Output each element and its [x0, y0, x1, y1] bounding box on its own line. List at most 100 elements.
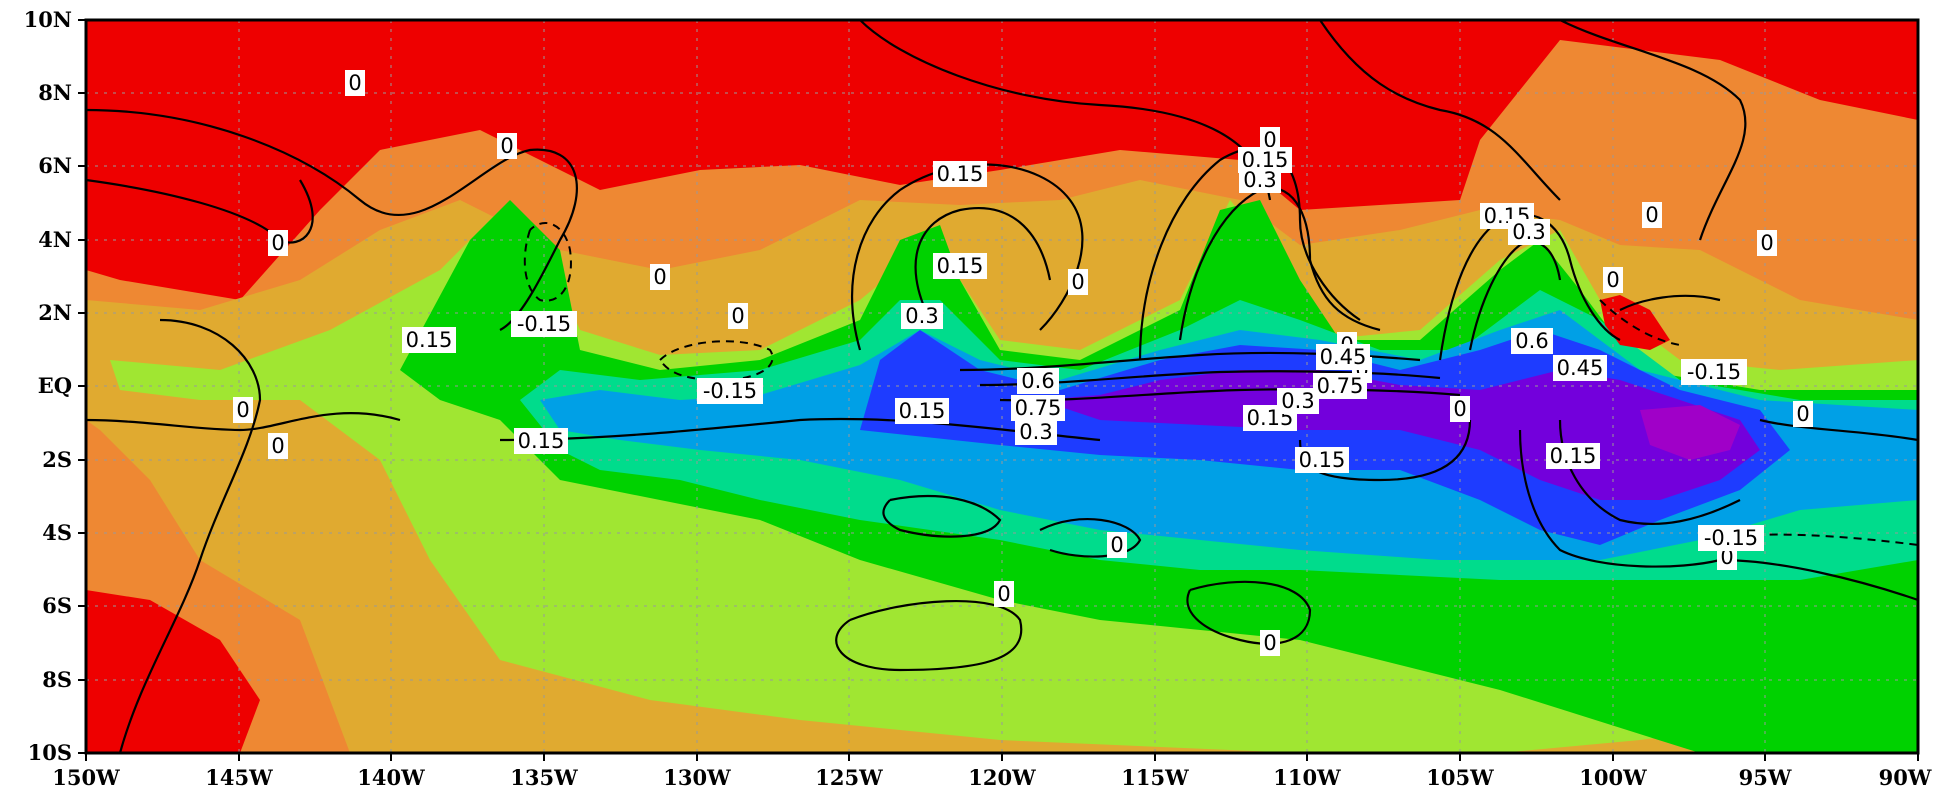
contour-zero-northeast: [1559, 20, 1747, 241]
y-tick-label: 6S: [42, 593, 72, 618]
contour-label-value: 0.3: [1243, 168, 1276, 192]
contour-label-box: [514, 428, 568, 454]
contour-label-box: [1698, 525, 1764, 551]
contour-label-value: 0: [1453, 397, 1466, 421]
contour-label: 0.45: [1316, 344, 1370, 370]
contour-label: 0.3: [1277, 388, 1319, 414]
contour-neg015-east: [1599, 299, 1681, 346]
contour-03-arch-3: [1468, 240, 1562, 351]
contour-label-value: 0: [1796, 402, 1809, 426]
contour-label-value: 0: [1071, 270, 1084, 294]
contour-label-box: [933, 161, 987, 187]
fill-red-patch-east: [1600, 295, 1670, 350]
contour-label-value: 0.45: [1557, 356, 1604, 380]
contour-03-arch-2: [1178, 187, 1381, 341]
contour-label: 0.15: [1546, 443, 1600, 469]
contour-label-box: [1508, 219, 1550, 245]
contour-label: 0: [1068, 269, 1088, 295]
contour-label-value: 0: [997, 582, 1010, 606]
contour-label-box: [994, 581, 1014, 607]
contour-label: 0: [1260, 630, 1280, 656]
contour-label-value: 0.75: [1015, 396, 1062, 420]
contour-neg015-south-east: [1699, 533, 1918, 546]
contour-label-value: -0.15: [1687, 360, 1741, 384]
contour-label-box: [933, 253, 987, 279]
contour-label-value: 0.3: [1281, 389, 1314, 413]
contour-label-value: 0: [1645, 203, 1658, 227]
contour-label-value: 0: [731, 304, 744, 328]
contour-label-box: [697, 378, 763, 404]
contour-zero-east-lower: [1518, 429, 1918, 602]
contour-label-value: 0: [653, 265, 666, 289]
y-tick-label: 10S: [28, 740, 72, 765]
y-tick-label: 2N: [38, 300, 72, 325]
contour-label-box: [1603, 267, 1623, 293]
contour-label-value: 0.45: [1320, 345, 1367, 369]
contour-label: 0: [1757, 230, 1777, 256]
y-tick-label: 8N: [38, 80, 72, 105]
contour-label: -0.15: [511, 311, 577, 337]
contour-label: 0.15: [402, 327, 456, 353]
contour-label: 0.45: [1553, 355, 1607, 381]
contour-label: 0.3: [901, 303, 943, 329]
contour-label: 0: [728, 303, 748, 329]
contour-label: 0.15: [933, 161, 987, 187]
contour-label-box: [1511, 328, 1553, 354]
contour-label-box: [268, 433, 288, 459]
contour-zero-north-1: [86, 108, 578, 331]
contour-label: -0.15: [1681, 359, 1747, 385]
contour-label-box: [268, 230, 288, 256]
contour-label-value: 0.75: [1317, 374, 1364, 398]
x-axis: 150W 145W 140W 135W 130W 125W 120W 115W …: [52, 753, 1932, 790]
contour-label-value: -0.15: [517, 312, 571, 336]
contour-label: 0.6: [1017, 368, 1059, 394]
negative-contours: [523, 221, 1918, 546]
contour-zero-west-2: [86, 412, 401, 432]
contour-label: 0.15: [933, 253, 987, 279]
contour-label-box: [1260, 630, 1280, 656]
x-tick-label: 115W: [1121, 765, 1189, 790]
contour-label-value: 0: [1110, 533, 1123, 557]
contour-label: 0.6: [1511, 328, 1553, 354]
contour-label-value: 0.15: [1299, 448, 1346, 472]
contour-label: 0.15: [1295, 447, 1349, 473]
x-tick-label: 130W: [663, 765, 731, 790]
y-tick-label: 8S: [42, 667, 72, 692]
contour-label-value: 0: [236, 398, 249, 422]
contour-label-box: [1107, 532, 1127, 558]
contour-neg015-central: [659, 340, 774, 382]
contour-zero-west-1: [118, 318, 262, 753]
contour-label-value: 0: [1263, 128, 1276, 152]
y-tick-label: 4N: [38, 227, 72, 252]
contour-label: 0: [268, 230, 288, 256]
contour-label: 0: [1260, 127, 1280, 153]
contour-label: 0: [1450, 396, 1470, 422]
contour-label-value: 0: [271, 231, 284, 255]
contour-zero-south-4: [1039, 518, 1142, 558]
contour-label: 0.75: [1313, 373, 1367, 399]
fill-red-north-band: [86, 20, 1918, 300]
contour-label: 0: [650, 264, 670, 290]
contour-label-value: 0.15: [937, 162, 984, 186]
contour-label-box: [1681, 359, 1747, 385]
y-tick-label: 2S: [42, 447, 72, 472]
contour-label-value: 0.3: [905, 304, 938, 328]
contour-label-box: [1295, 447, 1349, 473]
x-tick-label: 90W: [1879, 765, 1932, 790]
contour-label: 0.15: [514, 428, 568, 454]
contour-label-box: [901, 303, 943, 329]
contour-015-south: [499, 417, 1101, 442]
contour-label-box: [1450, 396, 1470, 422]
contour-label-box: [1793, 401, 1813, 427]
contour-label: 0: [1603, 267, 1623, 293]
contour-label-value: 0.6: [1515, 329, 1548, 353]
contour-label-box: [497, 133, 517, 159]
contour-label-box: [1277, 388, 1319, 414]
contour-label-box: [895, 398, 949, 424]
contour-label-box: [511, 311, 577, 337]
contour-label-box: [1011, 395, 1065, 421]
x-tick-label: 135W: [510, 765, 578, 790]
x-tick-label: 150W: [52, 765, 120, 790]
contour-label-value: 0.3: [1019, 420, 1052, 444]
contour-label: 0.15: [895, 398, 949, 424]
